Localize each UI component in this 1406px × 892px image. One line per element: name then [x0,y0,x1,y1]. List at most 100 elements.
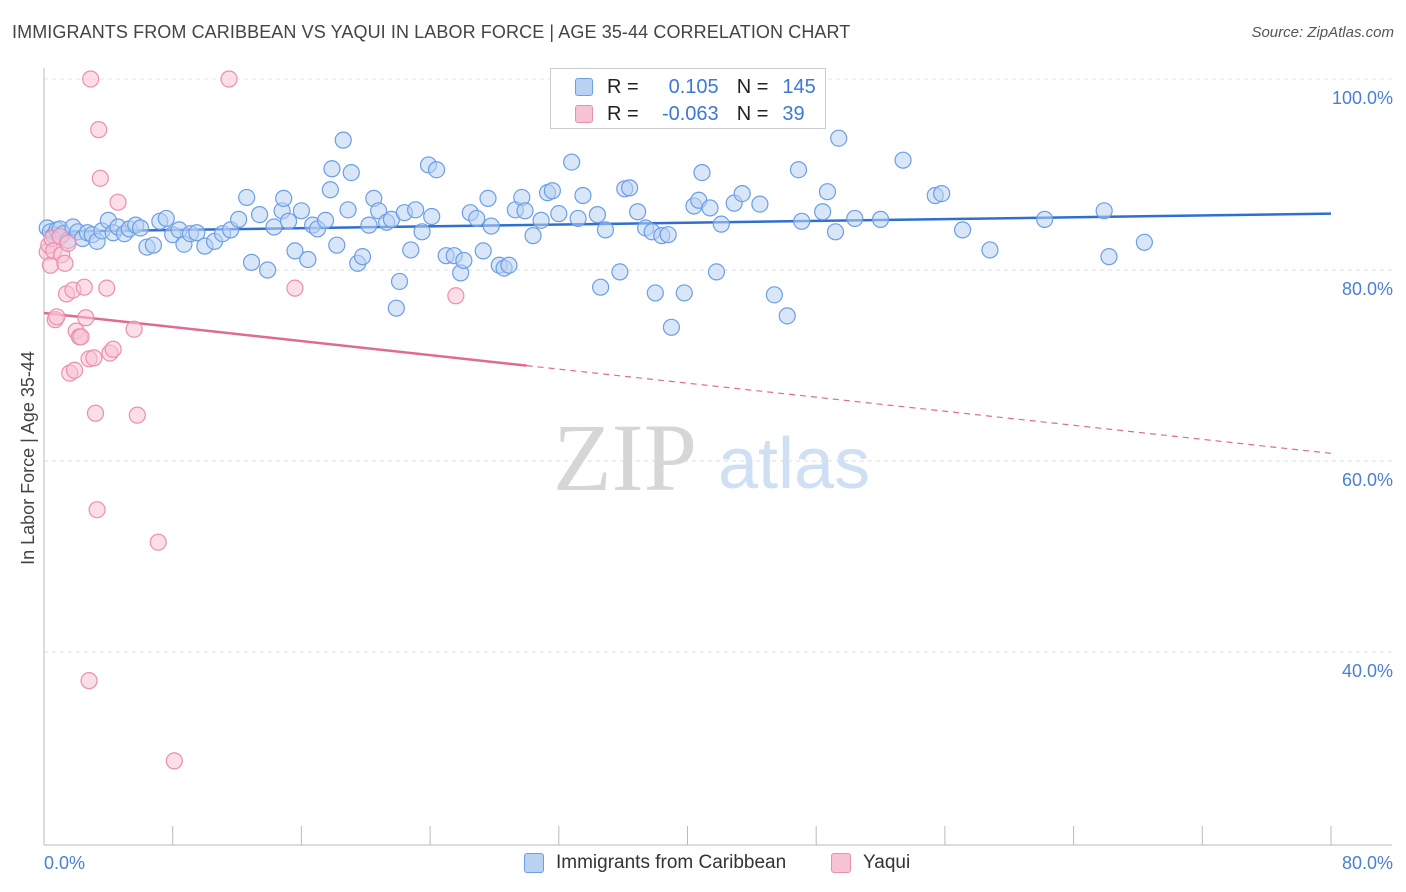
chart-title: IMMIGRANTS FROM CARIBBEAN VS YAQUI IN LA… [12,22,851,42]
caribbean-point [242,253,261,271]
caribbean-point [323,160,341,178]
yaqui-point [98,279,116,297]
legend-r-label: R = [607,75,639,98]
yaqui-point [149,533,167,551]
yaqui-point [220,70,238,88]
yaqui-point [48,308,66,326]
watermark-zip: ZIP [553,404,697,511]
caribbean-point [596,221,615,239]
caribbean-point [265,218,283,236]
caribbean-point [238,188,256,207]
legend-n-label: N = [736,102,769,125]
legend-r-value: 0.105 [668,75,719,98]
caribbean-point [712,215,730,233]
caribbean-point [933,185,951,203]
caribbean-point [468,209,486,228]
yaqui-point [88,501,106,519]
legend-n-value: 39 [782,102,805,125]
watermark: ZIP atlas [553,404,870,511]
caribbean-point [474,242,492,260]
caribbean-point [413,223,431,241]
caribbean-point [981,241,999,259]
caribbean-point [482,217,500,235]
caribbean-point [299,250,317,269]
yaqui-point [165,752,183,770]
caribbean-point [516,202,534,220]
yaqui-point [72,328,90,346]
caribbean-point [894,151,912,169]
caribbean-point [693,163,711,182]
yaqui-point [82,70,100,88]
caribbean-point [659,226,677,244]
caribbean-point [569,209,587,228]
legend-row-yaqui: R = -0.063 N = 39 [575,102,805,126]
caribbean-point [157,209,175,228]
caribbean-point [387,299,405,317]
yaqui-point [104,340,122,358]
legend-row-caribbean: R = 0.105 N = 145 [575,75,816,99]
series-legend-caribbean: Immigrants from Caribbean [524,852,786,874]
yaqui-point [86,404,105,422]
caribbean-point [479,189,497,207]
caribbean-point [188,224,206,242]
caribbean-point [390,272,409,291]
yaqui-point [85,349,103,367]
caribbean-point [701,199,719,217]
caribbean-point [353,248,372,266]
series-name-caribbean: Immigrants from Caribbean [556,852,787,873]
watermark-atlas: atlas [718,424,870,504]
legend-swatch-blue [575,78,593,96]
caribbean-point [1100,248,1118,266]
caribbean-point [588,206,607,224]
caribbean-point [427,161,446,179]
caribbean-point [524,227,542,245]
caribbean-point [339,201,357,219]
tick-labels: 100.0% 80.0% 60.0% 40.0% 0.0% 80.0% [44,88,1393,873]
legend-n-label: N = [736,75,769,98]
caribbean-point [646,284,664,302]
yaqui-point [91,169,109,187]
yaqui-point [65,361,84,379]
y-axis-label: In Labor Force | Age 35-44 [18,351,38,565]
series-swatch-blue [524,853,544,873]
caribbean-point [550,205,568,223]
caribbean-point [342,163,360,182]
caribbean-point [275,189,293,207]
caribbean-point [316,211,335,229]
caribbean-point [733,185,751,203]
caribbean-point [778,307,796,325]
caribbean-point [814,203,832,221]
caribbean-point [250,206,269,224]
y-tick-label: 80.0% [1342,279,1393,299]
legend-r-label: R = [607,102,639,125]
caribbean-point [131,219,150,237]
caribbean-point [751,195,769,213]
yaqui-point [75,278,93,296]
y-tick-label: 100.0% [1332,88,1393,108]
yaqui-point [128,406,146,424]
caribbean-point [611,263,629,281]
caribbean-point [328,236,346,254]
axes [43,68,1392,846]
yaqui-point [56,254,74,272]
caribbean-point [707,263,726,281]
yaqui-point [447,287,465,305]
yaqui-point [77,309,95,327]
caribbean-point [563,153,581,171]
legend-swatch-pink [575,105,593,123]
caribbean-point [334,131,352,149]
caribbean-point [846,209,864,228]
caribbean-point [543,182,561,200]
caribbean-point [592,278,610,296]
caribbean-point [765,286,783,304]
caribbean-point [818,183,837,201]
caribbean-point [259,261,277,279]
caribbean-point [423,207,441,226]
yaqui-point [125,320,143,338]
caribbean-point [286,242,304,260]
caribbean-point [871,210,890,228]
caribbean-point [360,216,378,234]
caribbean-point [532,211,550,229]
caribbean-point [953,221,972,239]
